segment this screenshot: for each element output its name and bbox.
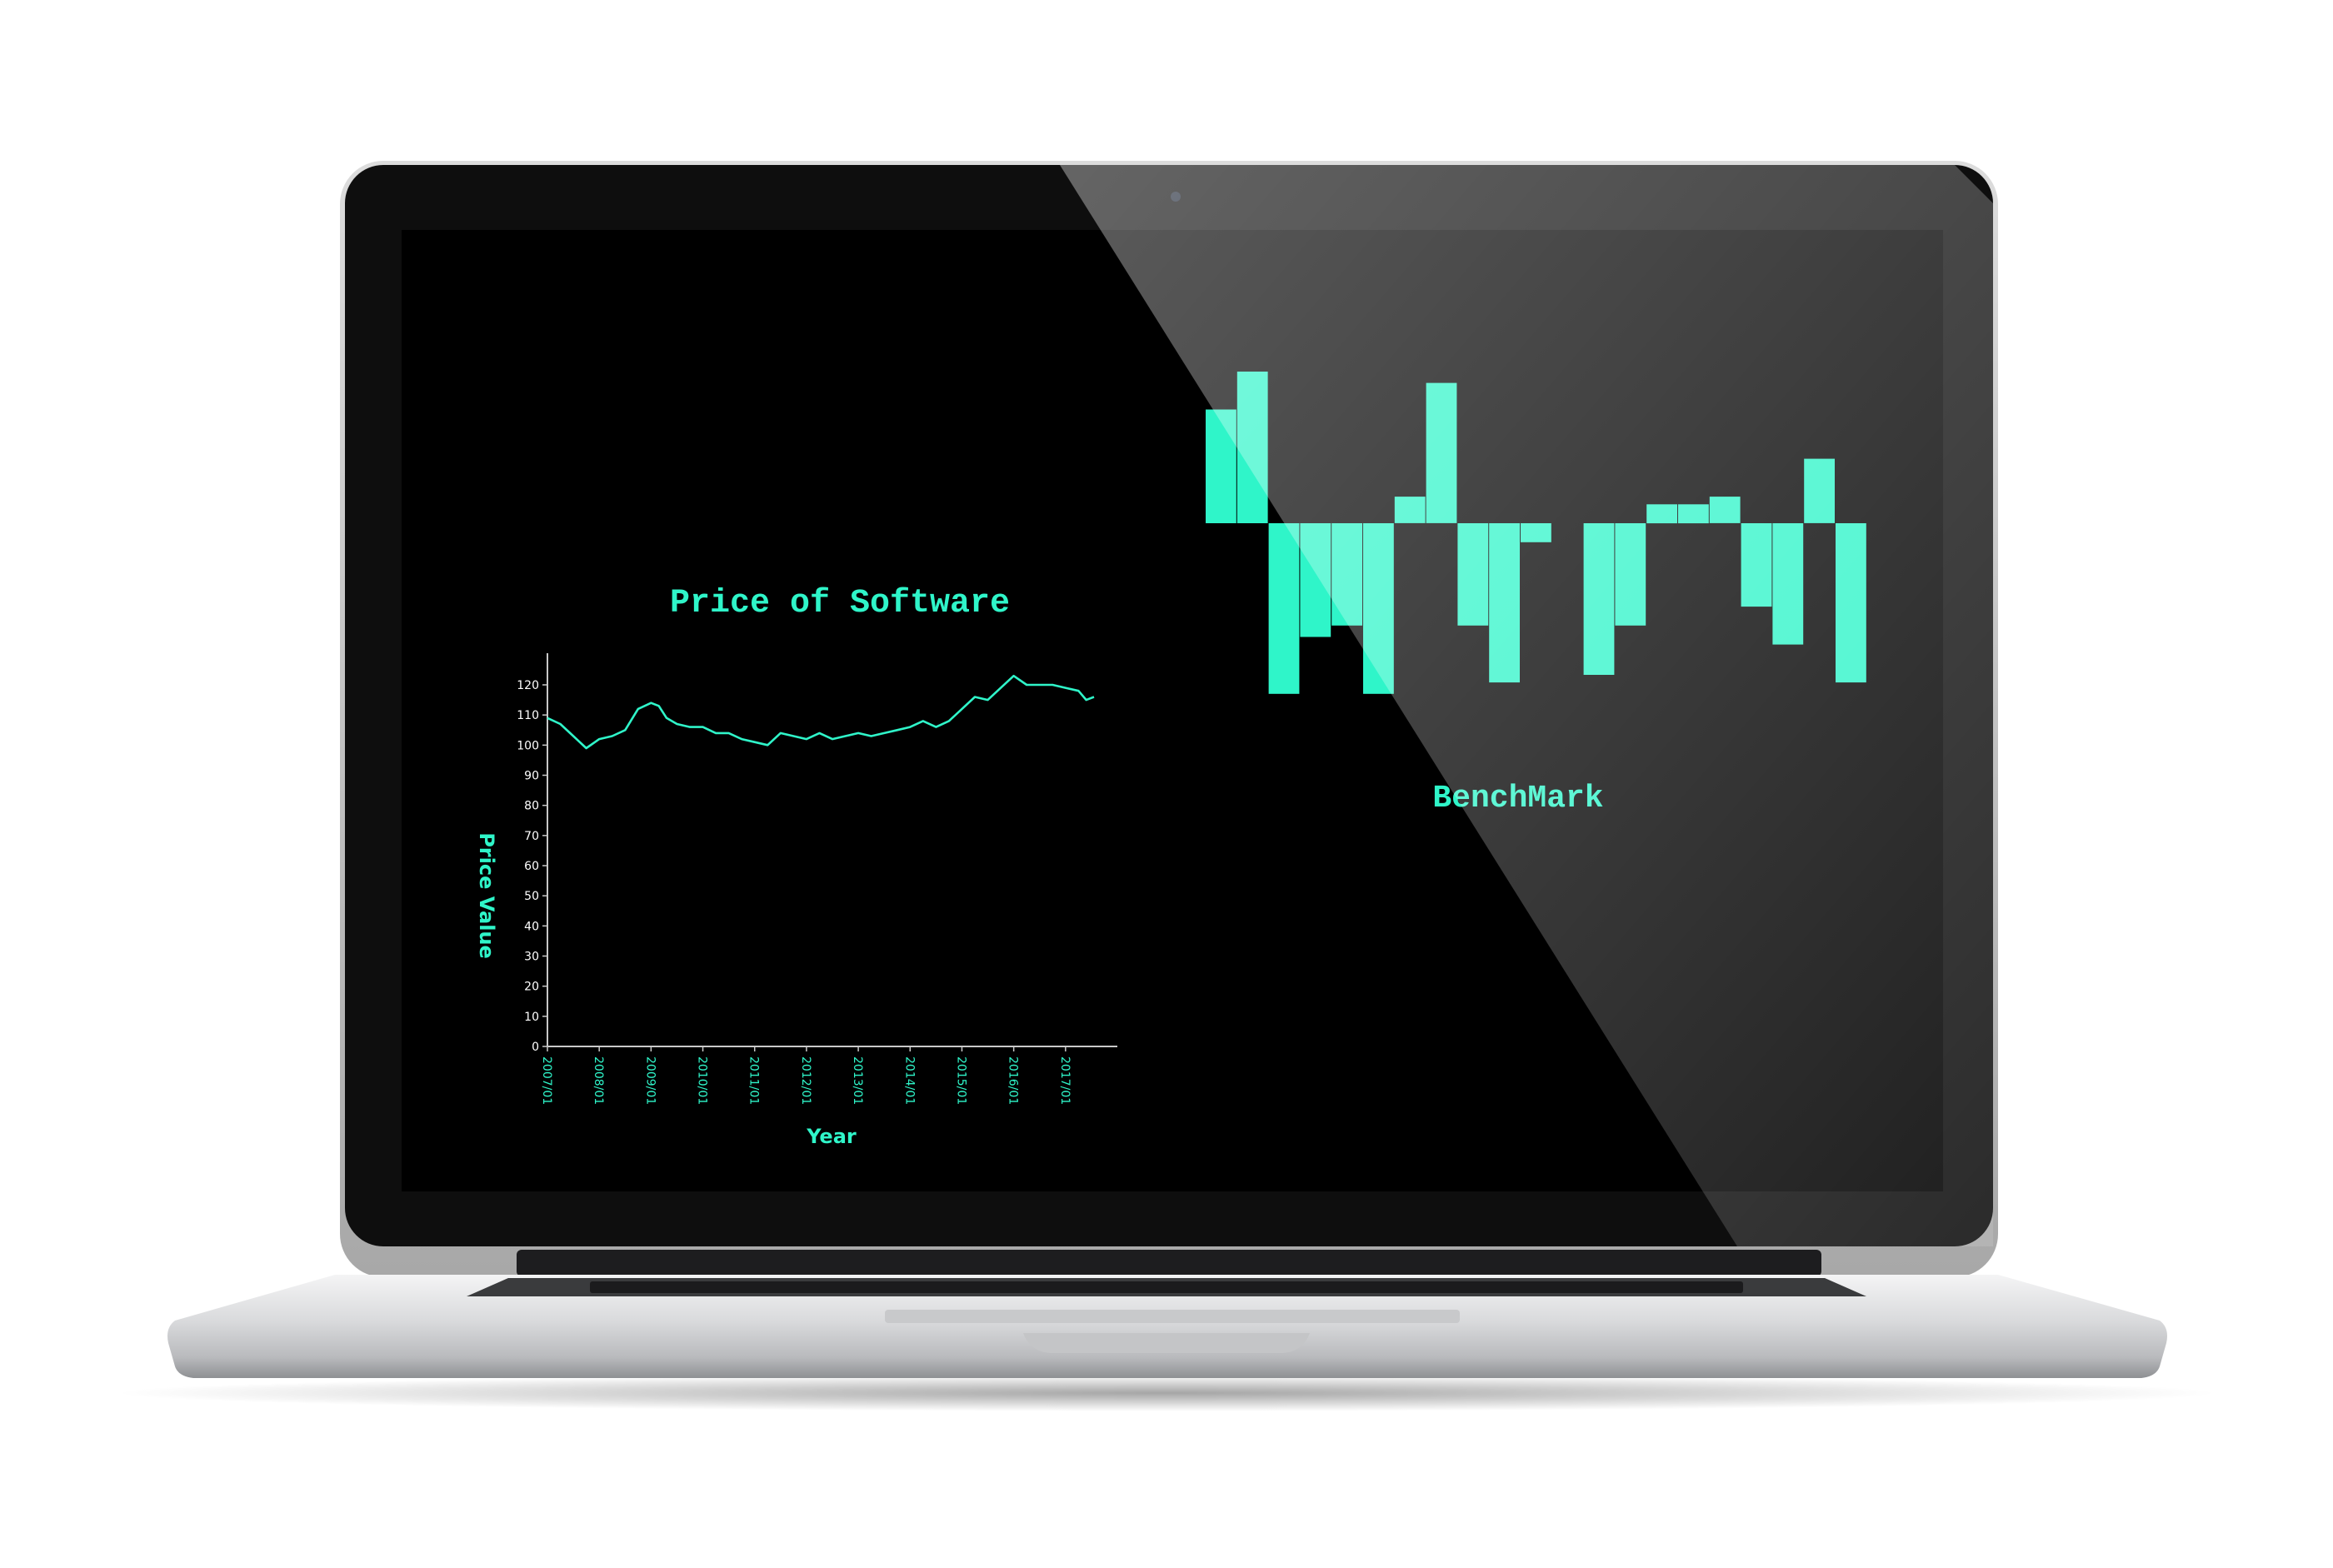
line-chart-xtick-label: 2014/01 [902,1056,916,1105]
line-chart-ytick-label: 70 [524,830,539,843]
hinge [517,1250,1821,1276]
line-chart-ytick-label: 60 [524,860,539,873]
line-chart-y-axis-title: Price Value [475,832,498,959]
line-chart-axes: 0 10 20 30 40 50 60 70 80 90 100 110 120 2007/01 2008/… [517,653,1117,1105]
line-chart-xtick-label: 2011/01 [747,1056,761,1105]
trackpad-edge [885,1310,1460,1323]
line-chart-series-line [547,674,1095,750]
line-chart-xtick-label: 2013/01 [851,1056,864,1105]
line-chart-xtick-label: 2016/01 [1007,1056,1020,1105]
line-chart-ytick-label: 110 [517,709,539,722]
line-chart-ytick-label: 20 [524,981,539,994]
line-chart-ytick-label: 90 [524,770,539,783]
line-chart-ytick-label: 40 [524,920,539,933]
line-chart-ytick-label: 120 [517,679,539,692]
line-chart-price-of-software: Price of Software Price Value Year 0 10 20… [475,585,1117,1148]
line-chart-xtick-label: 2007/01 [540,1056,553,1105]
line-chart-xtick-label: 2008/01 [592,1056,605,1105]
line-chart-xtick-label: 2012/01 [799,1056,812,1105]
thumb-notch [1023,1333,1310,1353]
line-chart-xtick-label: 2017/01 [1058,1056,1072,1105]
line-chart-ytick-label: 80 [524,800,539,813]
line-chart-ytick-label: 0 [532,1041,539,1054]
line-chart-ytick-label: 100 [517,739,539,752]
line-chart-xtick-label: 2009/01 [643,1056,657,1105]
keyboard-keys-row [590,1281,1743,1293]
keyboard-base [167,1275,2167,1378]
line-chart-ytick-label: 10 [524,1011,539,1024]
bar-chart-bar [1268,523,1300,694]
line-chart-xtick-label: 2010/01 [696,1056,709,1105]
ground-shadow [117,1375,2216,1411]
line-chart-x-axis-title: Year [806,1125,857,1148]
line-chart-ytick-label: 30 [524,951,539,964]
line-chart-title: Price of Software [670,585,1010,622]
line-chart-ytick-label: 50 [524,890,539,903]
line-chart-xtick-label: 2015/01 [954,1056,967,1105]
screen-glare [1060,165,1993,1246]
